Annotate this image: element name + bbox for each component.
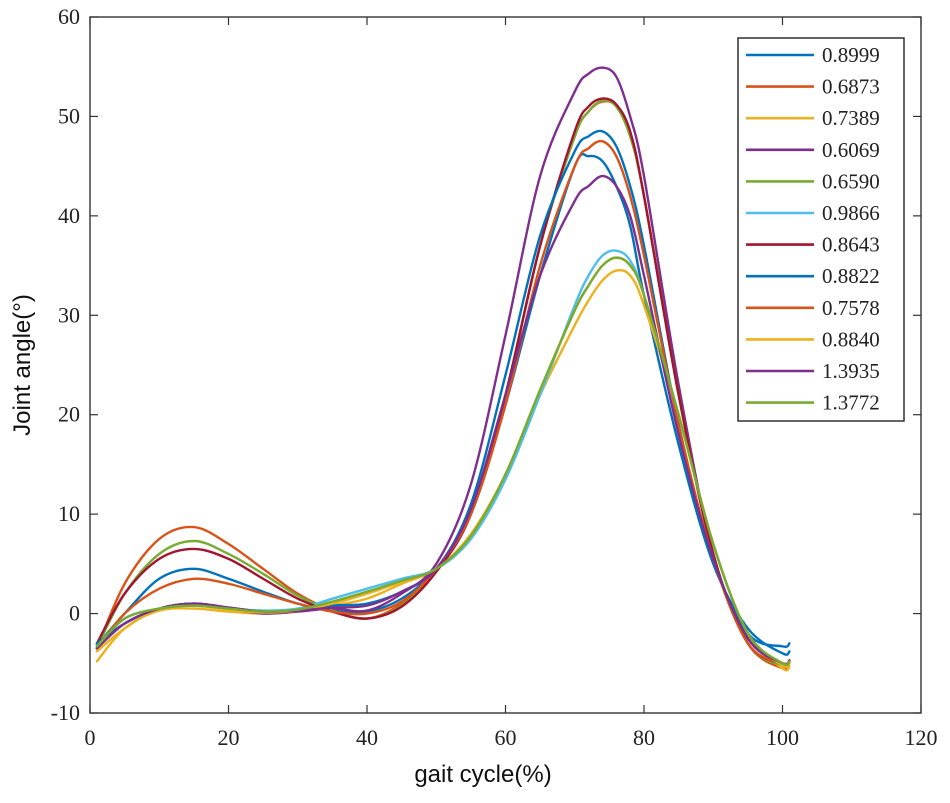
legend-label: 0.8840 <box>822 327 880 351</box>
y-tick-label: 20 <box>58 402 80 427</box>
legend-label: 1.3772 <box>822 391 880 415</box>
legend-label: 0.7578 <box>822 296 880 320</box>
y-axis-title: Joint angle(°) <box>9 294 36 436</box>
y-tick-label: -10 <box>51 700 80 725</box>
series-layer <box>95 66 791 672</box>
y-tick-label: 40 <box>58 203 80 228</box>
legend-label: 1.3935 <box>822 359 880 383</box>
y-axis: -10 0 10 20 30 40 50 60 <box>51 4 921 725</box>
x-tick-label: 0 <box>85 725 96 750</box>
legend-items: 0.8999 0.6873 0.7389 0.6069 0.6590 0.9866 0.86… <box>746 43 880 415</box>
legend-box <box>737 37 905 422</box>
x-axis-title: gait cycle(%) <box>414 761 551 788</box>
legend-label: 0.8822 <box>822 264 880 288</box>
legend-label: 0.6069 <box>822 138 880 162</box>
x-axis: 0 20 40 60 80 100 120 <box>85 17 938 750</box>
series-line-12 <box>95 256 791 667</box>
y-tick-label: 10 <box>58 501 80 526</box>
y-tick-label: 0 <box>69 601 80 626</box>
legend-label: 0.7389 <box>822 106 880 130</box>
y-tick-label: 30 <box>58 302 80 327</box>
legend-label: 0.6590 <box>822 169 880 193</box>
legend: 0.8999 0.6873 0.7389 0.6069 0.6590 0.9866 0.86… <box>737 37 905 422</box>
series-line-7 <box>95 97 791 666</box>
legend-label: 0.8643 <box>822 233 880 257</box>
x-tick-label: 20 <box>218 725 240 750</box>
legend-label: 0.8999 <box>822 43 880 67</box>
y-tick-label: 50 <box>58 103 80 128</box>
y-tick-label: 60 <box>58 4 80 29</box>
legend-label: 0.9866 <box>822 201 880 225</box>
x-tick-label: 100 <box>766 725 799 750</box>
x-tick-label: 80 <box>633 725 655 750</box>
series-line-1 <box>95 152 791 656</box>
x-tick-label: 60 <box>495 725 517 750</box>
legend-label: 0.6873 <box>822 75 880 99</box>
x-tick-label: 120 <box>905 725 938 750</box>
x-tick-label: 40 <box>356 725 378 750</box>
